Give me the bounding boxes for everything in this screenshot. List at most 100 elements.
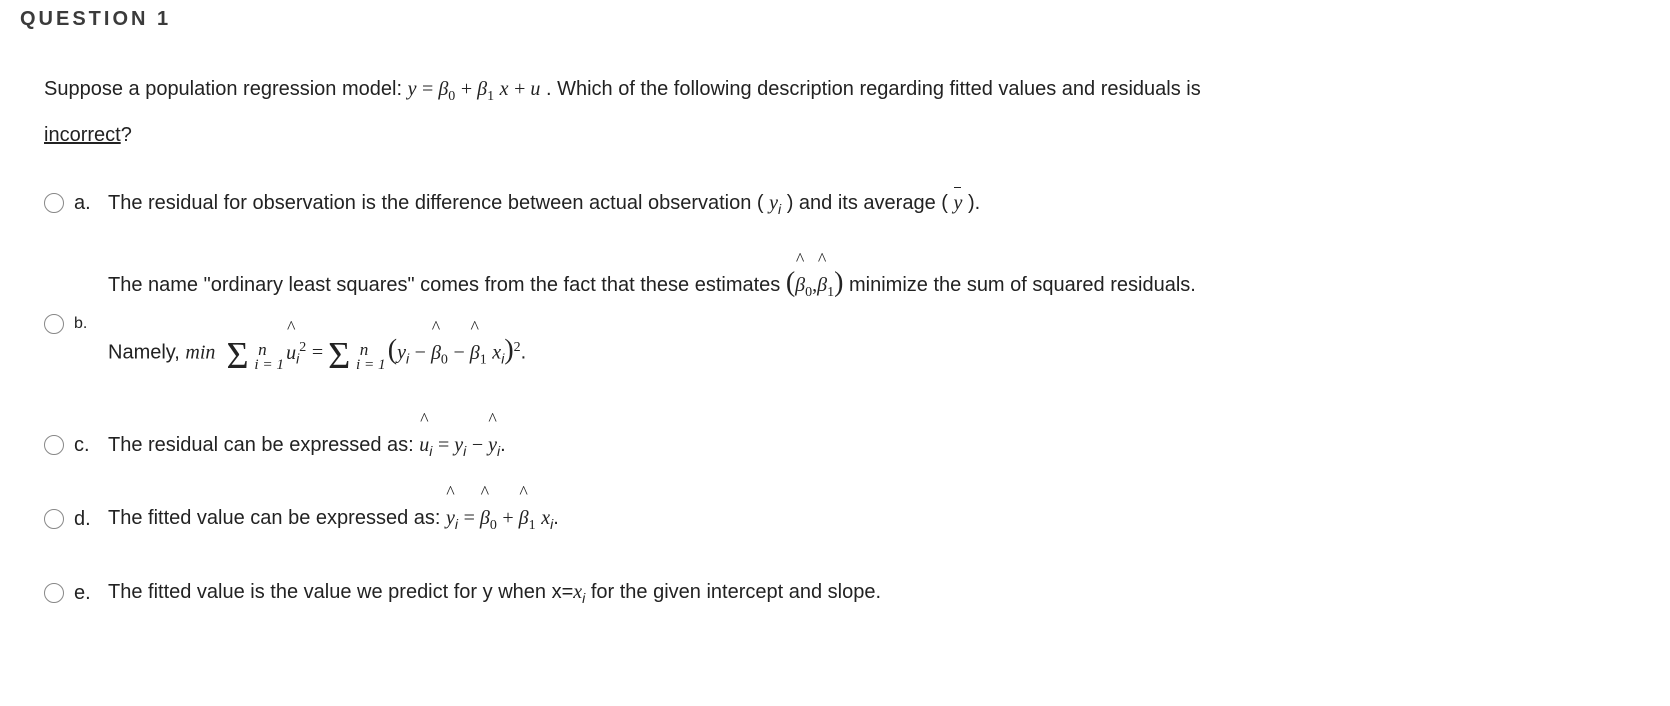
stem-incorrect: incorrect bbox=[44, 124, 121, 146]
option-c-letter: c. bbox=[74, 427, 98, 463]
opt-d-y: y bbox=[446, 507, 455, 529]
opt-a-t2: ) and its average ( bbox=[787, 192, 948, 214]
opt-b-minus2: − bbox=[453, 342, 469, 364]
opt-a-t1: The residual for observation is the diff… bbox=[108, 192, 764, 214]
option-b[interactable]: b. The name "ordinary least squares" com… bbox=[44, 258, 1670, 391]
opt-b-rb: ) bbox=[504, 335, 513, 366]
option-e[interactable]: e. The fitted value is the value we pred… bbox=[44, 574, 1670, 611]
opt-b-min: min bbox=[185, 342, 215, 364]
opt-e-X: x bbox=[573, 581, 582, 603]
stem-text-1: Suppose a population regression model: bbox=[44, 78, 408, 100]
opt-d-t1: The fitted value can be expressed as: bbox=[108, 507, 446, 529]
radio-icon[interactable] bbox=[44, 314, 64, 334]
opt-b-eq: = bbox=[312, 342, 328, 364]
opt-c-minus: − bbox=[472, 434, 488, 456]
opt-b-b0: β bbox=[795, 274, 805, 296]
option-e-letter: e. bbox=[74, 575, 98, 611]
stem-eq-plus2: + bbox=[514, 78, 530, 100]
stem-eq-plus1: + bbox=[461, 78, 477, 100]
opt-d-b0s: 0 bbox=[490, 518, 497, 533]
opt-c-t1: The residual can be expressed as: bbox=[108, 434, 414, 456]
option-a[interactable]: a. The residual for observation is the d… bbox=[44, 185, 1670, 222]
opt-b-b1hat: ^β bbox=[817, 267, 827, 303]
opt-d-b0hat: ^β bbox=[480, 500, 490, 536]
question-header: QUESTION 1 bbox=[20, 8, 1670, 31]
opt-c-yhat: ^y bbox=[488, 427, 497, 463]
opt-b-dot: . bbox=[521, 342, 527, 364]
opt-b-minus1: − bbox=[415, 342, 431, 364]
opt-b-b0hat2: ^β bbox=[431, 335, 441, 371]
opt-a-ybar: y bbox=[953, 185, 962, 221]
opt-c-eq: = bbox=[438, 434, 454, 456]
opt-b-sq1: 2 bbox=[299, 340, 306, 355]
opt-b-sigma2: Σ bbox=[328, 335, 350, 377]
opt-c-y2: y bbox=[488, 434, 497, 456]
opt-b-b1hat2: ^β bbox=[470, 335, 480, 371]
stem-eq-u: u bbox=[530, 78, 540, 100]
opt-e-t2: for the given intercept and slope. bbox=[591, 581, 881, 603]
opt-b-sigma1: Σ bbox=[227, 335, 249, 377]
opt-b-b1s2: 1 bbox=[480, 353, 487, 368]
option-d[interactable]: d. The fitted value can be expressed as:… bbox=[44, 500, 1670, 538]
opt-b-b0hat: ^β bbox=[795, 267, 805, 303]
opt-b-l1a: The name "ordinary least squares" comes … bbox=[108, 274, 786, 296]
opt-b-l2a: Namely, bbox=[108, 342, 185, 364]
opt-b-i1a: i = 1 bbox=[254, 351, 284, 378]
radio-icon[interactable] bbox=[44, 193, 64, 213]
opt-b-line1: The name "ordinary least squares" comes … bbox=[108, 258, 1196, 308]
option-d-letter: d. bbox=[74, 501, 98, 537]
option-c-body: The residual can be expressed as: ^ui = … bbox=[108, 427, 1670, 464]
option-b-body: The name "ordinary least squares" comes … bbox=[108, 258, 1196, 391]
opt-b-b0b: β bbox=[431, 342, 441, 364]
options-group: a. The residual for observation is the d… bbox=[44, 185, 1670, 612]
opt-d-dot: . bbox=[553, 507, 559, 529]
opt-d-i1: i bbox=[455, 516, 458, 532]
stem-eq-beta1-sub: 1 bbox=[487, 89, 494, 104]
opt-c-y1: y bbox=[454, 434, 463, 456]
opt-b-i1b: i = 1 bbox=[356, 351, 386, 378]
radio-icon[interactable] bbox=[44, 435, 64, 455]
option-c[interactable]: c. The residual can be expressed as: ^ui… bbox=[44, 427, 1670, 464]
opt-e-i: i bbox=[582, 590, 585, 606]
option-d-body: The fitted value can be expressed as: ^y… bbox=[108, 500, 1670, 538]
stem-eq-beta1: β bbox=[477, 78, 487, 100]
opt-b-x: x bbox=[492, 342, 501, 364]
opt-b-y: y bbox=[397, 342, 406, 364]
option-a-letter: a. bbox=[74, 185, 98, 221]
opt-a-yi: y bbox=[769, 192, 778, 214]
opt-b-lb: ( bbox=[388, 335, 397, 366]
option-b-letter: b. bbox=[74, 315, 98, 333]
stem-qmark: ? bbox=[121, 124, 132, 146]
opt-b-rp: ) bbox=[834, 267, 843, 298]
sigma-icon: Σ n i = 1 bbox=[328, 335, 360, 377]
opt-d-b1s: 1 bbox=[529, 518, 536, 533]
sigma-icon: Σ n i = 1 bbox=[227, 335, 259, 377]
opt-d-x: x bbox=[541, 507, 550, 529]
stem-text-2: . Which of the following description reg… bbox=[546, 78, 1201, 100]
radio-icon[interactable] bbox=[44, 509, 64, 529]
opt-c-u: u bbox=[419, 434, 429, 456]
opt-b-b0s2: 0 bbox=[441, 353, 448, 368]
opt-b-u: u bbox=[286, 342, 296, 364]
opt-a-ybar-y: y bbox=[953, 192, 962, 214]
opt-c-dot: . bbox=[500, 434, 506, 456]
stem-eq-y: y bbox=[408, 78, 417, 100]
opt-c-uhat: ^u bbox=[419, 427, 429, 463]
opt-d-b1: β bbox=[519, 507, 529, 529]
radio-icon[interactable] bbox=[44, 583, 64, 603]
opt-b-l1b: minimize the sum of squared residuals. bbox=[849, 274, 1196, 296]
opt-b-line2: Namely, min Σ n i = 1 ^ui2 = Σ n i = 1 bbox=[108, 322, 1196, 390]
opt-b-b1b: β bbox=[470, 342, 480, 364]
opt-b-b1: β bbox=[817, 274, 827, 296]
question-container: QUESTION 1 Suppose a population regressi… bbox=[0, 0, 1670, 649]
option-a-body: The residual for observation is the diff… bbox=[108, 185, 1670, 222]
opt-e-t1: The fitted value is the value we predict… bbox=[108, 581, 573, 603]
opt-d-b0: β bbox=[480, 507, 490, 529]
stem-eq-beta0-sub: 0 bbox=[448, 89, 455, 104]
stem-eq-beta0: β bbox=[438, 78, 448, 100]
opt-d-plus: + bbox=[502, 507, 518, 529]
opt-d-eq: = bbox=[464, 507, 480, 529]
opt-b-isub2: i bbox=[406, 351, 409, 367]
opt-b-lp: ( bbox=[786, 267, 795, 298]
opt-d-yhat: ^y bbox=[446, 500, 455, 536]
